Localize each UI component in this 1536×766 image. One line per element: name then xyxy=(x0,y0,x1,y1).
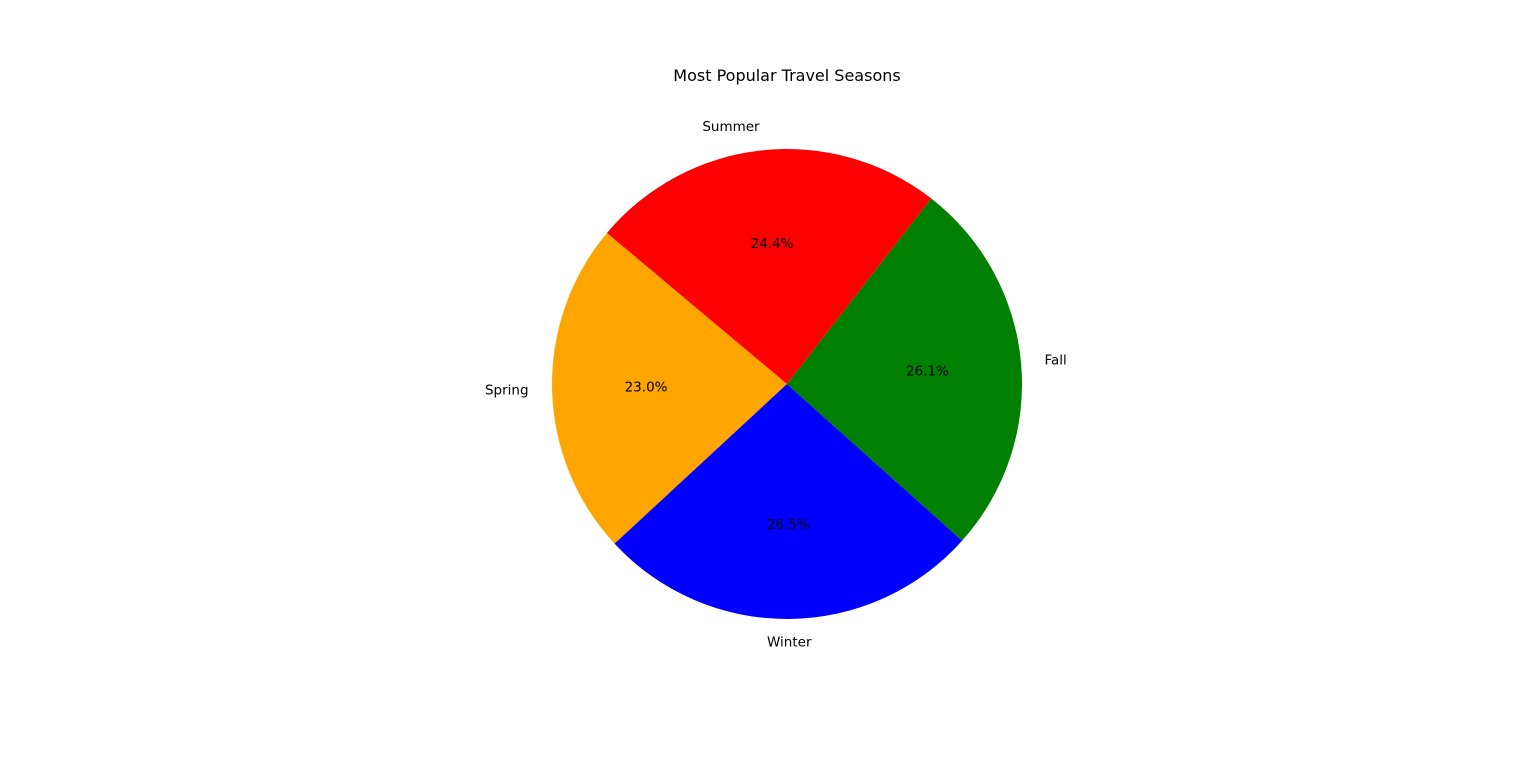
pie-pct-label-fall: 26.1% xyxy=(906,363,949,379)
pie-slice-winter xyxy=(614,384,963,619)
pie-pct-label-spring: 23.0% xyxy=(625,379,668,395)
pie-category-label-spring: Spring xyxy=(485,382,529,398)
pie-category-label-fall: Fall xyxy=(1044,353,1066,369)
pie-slice-fall xyxy=(787,198,1023,541)
pie-slice-spring xyxy=(552,232,787,544)
pie-category-label-summer: Summer xyxy=(702,119,760,135)
pie-pct-label-winter: 26.5% xyxy=(767,517,810,533)
chart-title: Most Popular Travel Seasons xyxy=(673,66,901,85)
pie-pct-label-summer: 24.4% xyxy=(751,236,794,252)
pie-slice-summer xyxy=(606,148,932,384)
pie-category-label-winter: Winter xyxy=(767,634,812,650)
